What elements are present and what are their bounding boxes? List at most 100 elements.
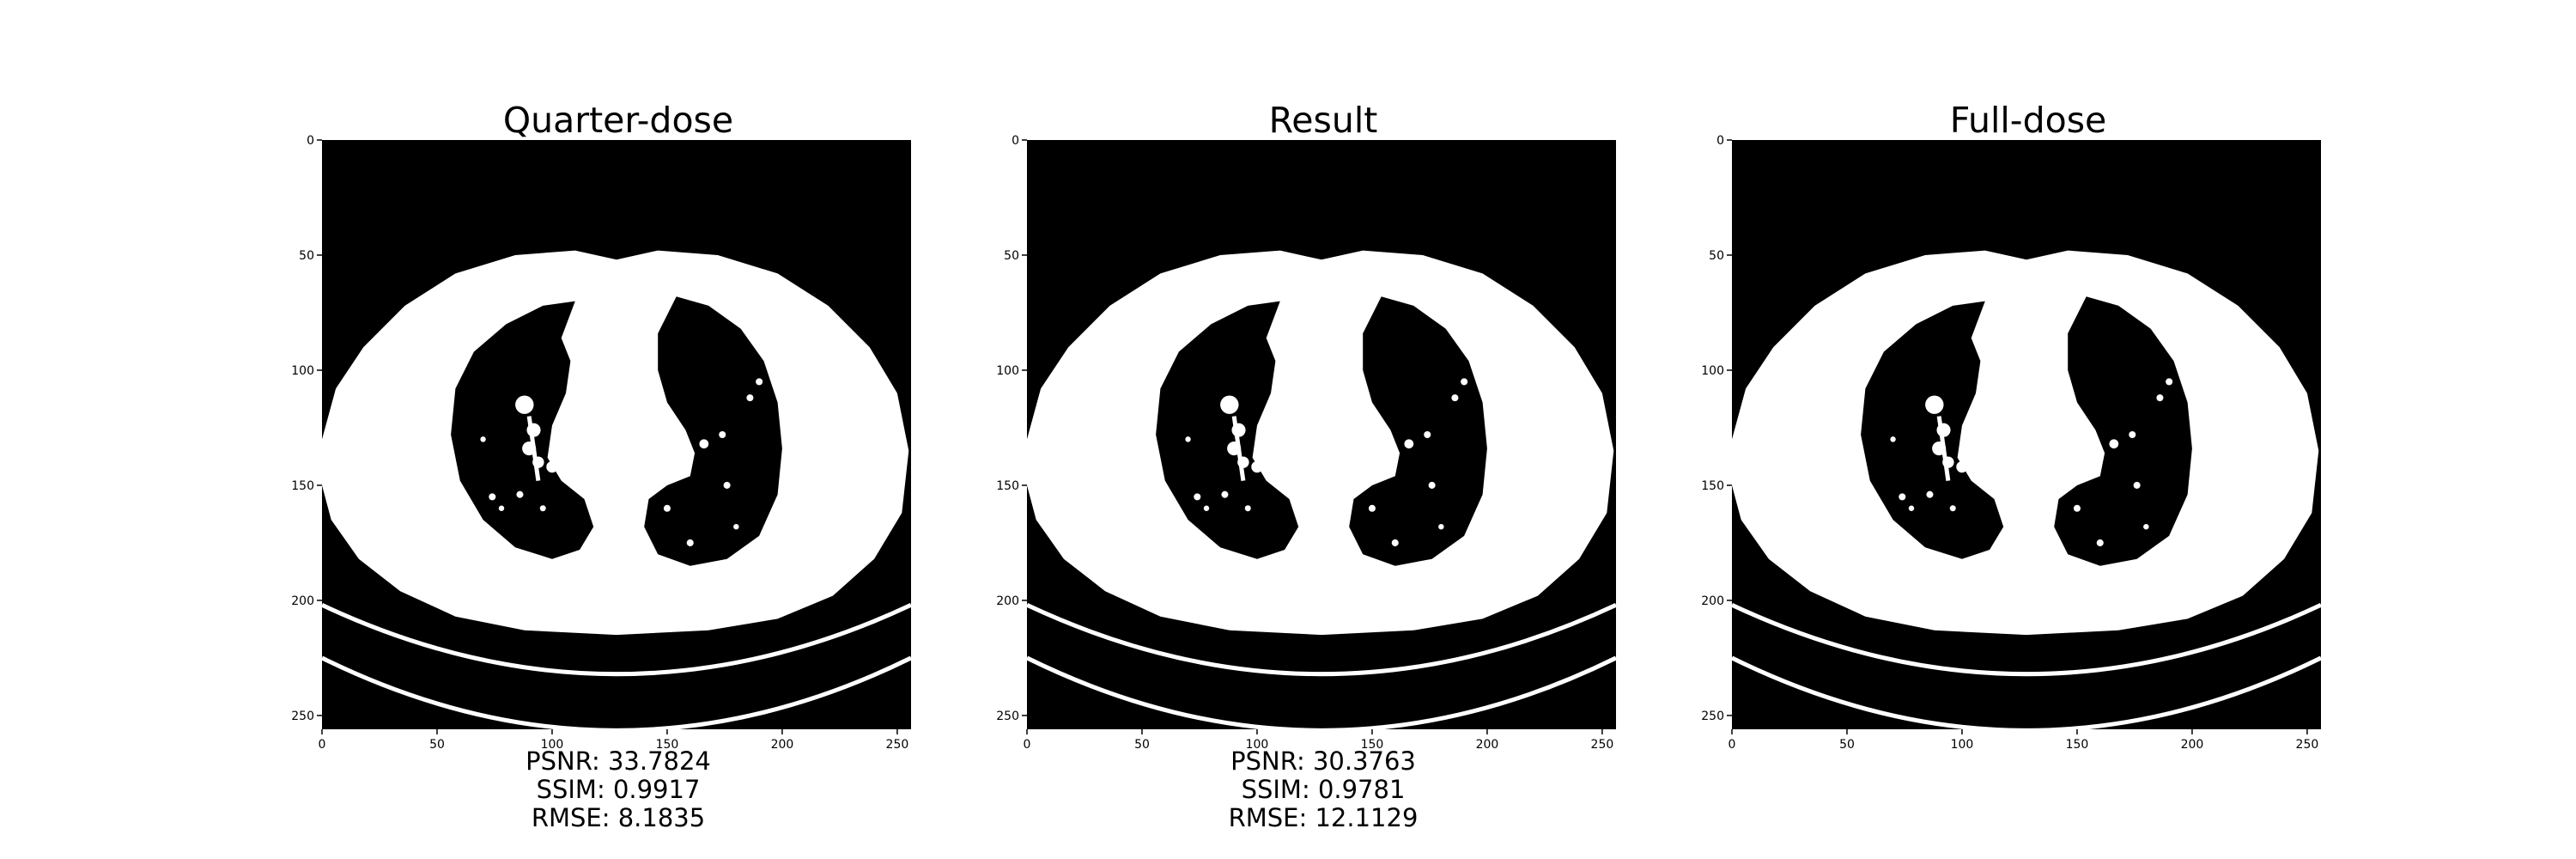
lung-structure — [733, 523, 739, 530]
x-tick: 0 — [1728, 729, 1736, 752]
psnr-value: PSNR: 33.7824 — [526, 746, 711, 776]
y-tick: 50 — [1004, 249, 1027, 263]
lung-structure — [2133, 481, 2141, 489]
lung-structure — [1368, 504, 1376, 512]
lung-structure — [515, 395, 534, 414]
x-tick: 250 — [1591, 729, 1613, 752]
lung-structure — [1367, 439, 1377, 449]
lung-structure — [2156, 394, 2164, 402]
y-tick-label: 150 — [291, 479, 314, 493]
rmse-value: RMSE: 12.1129 — [1228, 803, 1419, 832]
panel-title: Quarter-dose — [502, 100, 734, 141]
lung-structure — [591, 455, 605, 470]
x-tick-label: 250 — [886, 738, 909, 752]
x-tick: 50 — [1134, 729, 1150, 752]
lung-structure — [1220, 395, 1239, 414]
x-tick: 100 — [541, 729, 563, 752]
lung-structure — [699, 439, 709, 449]
y-tick: 50 — [1709, 249, 1732, 263]
y-tick: 100 — [1701, 364, 1732, 378]
x-tick-label: 200 — [771, 738, 794, 752]
lung-structure — [1296, 455, 1310, 470]
y-tick: 50 — [299, 249, 322, 263]
metrics: PSNR: 30.3763 SSIM: 0.9781 RMSE: 12.1129 — [971, 747, 1675, 832]
x-tick-label: 150 — [1361, 738, 1384, 752]
lung-structure — [1890, 436, 1896, 442]
body-region — [322, 250, 909, 636]
lung-structure — [686, 539, 694, 546]
rmse-value: RMSE: 8.1835 — [531, 803, 706, 832]
panel-result: Result 0 0 50 50 100 100 150 150 200 200 250 250 PS… — [971, 0, 1675, 859]
panel-title: Result — [1268, 100, 1378, 141]
right-lung — [1349, 296, 1487, 566]
panel-title: Full-dose — [1949, 100, 2107, 141]
x-tick: 150 — [656, 729, 679, 752]
lung-structure — [1926, 490, 1934, 498]
x-tick-label: 200 — [2181, 738, 2204, 752]
y-tick: 250 — [996, 710, 1027, 723]
left-lung — [451, 301, 594, 559]
x-tick-label: 0 — [1024, 738, 1031, 752]
lung-structure — [1221, 490, 1229, 498]
y-tick: 0 — [307, 134, 322, 148]
x-tick-label: 0 — [1728, 738, 1736, 752]
y-tick: 200 — [996, 594, 1027, 608]
lung-structure — [2001, 455, 2015, 470]
table-arc — [1732, 603, 2321, 677]
x-tick: 200 — [2181, 729, 2204, 752]
table-arc — [1732, 655, 2321, 729]
bronchus — [526, 416, 541, 481]
x-tick-label: 200 — [1476, 738, 1499, 752]
table-arc — [1027, 655, 1616, 729]
lung-structure — [663, 504, 671, 512]
ct-image-axes: 0 0 50 50 100 100 150 150 200 200 250 250 — [291, 134, 911, 752]
lung-structure — [746, 394, 754, 402]
x-tick-label: 50 — [1839, 738, 1855, 752]
x-tick-label: 250 — [2296, 738, 2319, 752]
panel-full-dose: Full-dose 0 0 50 50 100 100 150 150 200 200 250 250 — [1676, 0, 2380, 859]
lung-structure — [723, 481, 731, 489]
x-tick-label: 100 — [1246, 738, 1269, 752]
y-tick: 250 — [1701, 710, 1732, 723]
x-tick: 50 — [1839, 729, 1855, 752]
lung-structure — [2143, 523, 2149, 530]
ct-slice-image — [322, 140, 911, 729]
lung-structure — [1404, 439, 1414, 449]
y-tick: 100 — [996, 364, 1027, 378]
lung-structure — [1925, 395, 1944, 414]
y-tick-label: 0 — [307, 134, 314, 148]
bronchus — [611, 455, 654, 478]
lung-structure — [480, 436, 486, 442]
panel-quarter-dose: Quarter-dose 0 0 50 50 100 100 150 150 200 200 250… — [266, 0, 970, 859]
lung-structure — [1428, 481, 1436, 489]
lung-structure — [516, 490, 524, 498]
y-tick-label: 250 — [291, 710, 314, 723]
x-tick-label: 100 — [1951, 738, 1974, 752]
bronchus — [1936, 416, 1951, 481]
right-lung — [644, 296, 782, 566]
ct-slice-image — [1027, 140, 1616, 729]
x-tick-label: 0 — [319, 738, 326, 752]
y-tick-label: 250 — [1701, 710, 1724, 723]
y-tick-label: 150 — [996, 479, 1019, 493]
y-tick: 150 — [291, 479, 322, 493]
bronchus — [2020, 455, 2064, 478]
bronchus — [1231, 416, 1246, 481]
ssim-value: SSIM: 0.9917 — [536, 775, 701, 804]
ct-image-axes: 0 0 50 50 100 100 150 150 200 200 250 250 — [1701, 134, 2321, 752]
lung-structure — [539, 505, 546, 512]
y-tick: 200 — [291, 594, 322, 608]
y-tick-label: 250 — [996, 710, 1019, 723]
lung-structure — [498, 505, 505, 511]
lung-structure — [2096, 539, 2104, 546]
lung-structure — [2166, 378, 2173, 386]
y-tick-label: 50 — [1709, 249, 1724, 263]
x-tick-label: 150 — [656, 738, 679, 752]
psnr-value: PSNR: 30.3763 — [1230, 746, 1416, 776]
y-tick-label: 50 — [299, 249, 314, 263]
body-region — [1732, 250, 2319, 636]
lung-structure — [1899, 493, 1906, 501]
x-tick: 200 — [1476, 729, 1499, 752]
x-tick-label: 50 — [429, 738, 445, 752]
y-tick: 250 — [291, 710, 322, 723]
